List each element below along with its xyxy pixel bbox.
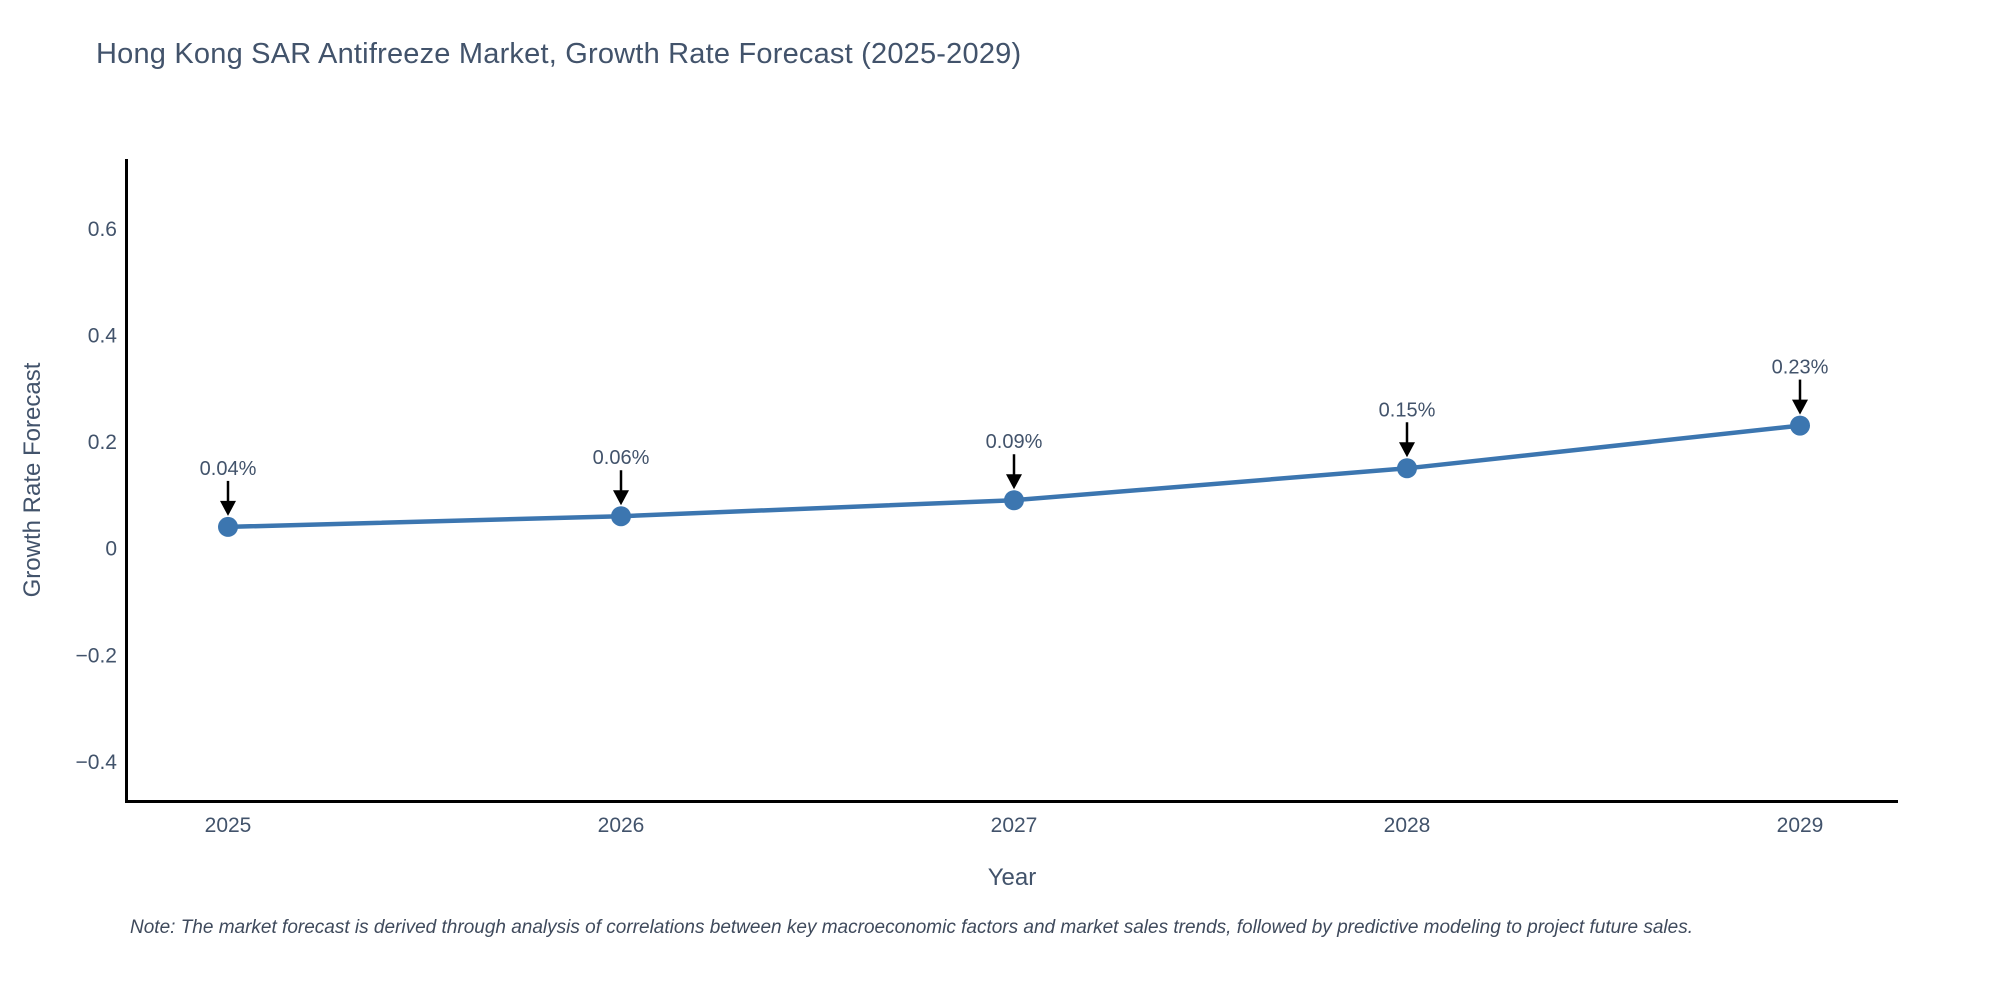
data-point-marker[interactable] <box>611 506 631 527</box>
x-tick-label: 2026 <box>598 814 645 837</box>
annotation-arrowhead-icon <box>1399 442 1415 458</box>
x-tick-label: 2029 <box>1777 814 1824 837</box>
y-tick-label: 0.2 <box>88 431 117 454</box>
data-point-marker[interactable] <box>218 516 238 537</box>
y-tick-label: 0 <box>105 538 117 561</box>
y-tick-label: 0.4 <box>88 324 118 347</box>
data-point-marker[interactable] <box>1004 490 1024 511</box>
data-point-label: 0.23% <box>1772 357 1829 379</box>
annotation-arrowhead-icon <box>1006 474 1022 490</box>
data-point-label: 0.06% <box>593 447 650 469</box>
y-tick-label: 0.6 <box>88 218 117 241</box>
data-point-marker[interactable] <box>1790 415 1810 436</box>
y-tick-label: −0.2 <box>76 644 117 667</box>
data-point-label: 0.15% <box>1379 399 1436 421</box>
data-point-label: 0.04% <box>200 458 257 480</box>
data-point-marker[interactable] <box>1397 458 1417 479</box>
data-point-label: 0.09% <box>986 431 1043 453</box>
x-tick-label: 2028 <box>1384 814 1431 837</box>
y-tick-label: −0.4 <box>76 751 118 774</box>
x-axis-title: Year <box>987 864 1037 891</box>
chart-title: Hong Kong SAR Antifreeze Market, Growth … <box>96 38 1022 70</box>
chart-footnote: Note: The market forecast is derived thr… <box>130 917 1693 938</box>
x-tick-label: 2027 <box>991 814 1038 837</box>
annotation-arrowhead-icon <box>1792 399 1808 415</box>
annotation-arrowhead-icon <box>613 490 629 506</box>
annotation-arrowhead-icon <box>220 500 236 516</box>
x-tick-label: 2025 <box>205 814 252 837</box>
